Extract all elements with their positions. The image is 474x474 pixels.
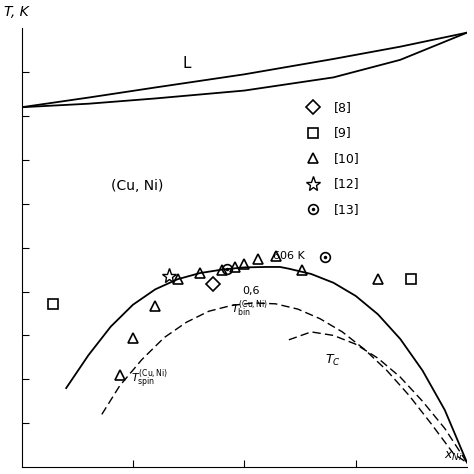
- Text: $T_{\mathregular{spin}}^{\mathregular{(Cu, Ni)}}$: $T_{\mathregular{spin}}^{\mathregular{(C…: [131, 368, 168, 391]
- Text: [10]: [10]: [333, 152, 359, 164]
- Text: [9]: [9]: [333, 126, 351, 139]
- Text: $x_{\mathregular{Ni}}$: $x_{\mathregular{Ni}}$: [444, 449, 463, 463]
- Text: 606 K: 606 K: [273, 251, 305, 261]
- Text: T, K: T, K: [4, 6, 28, 19]
- Text: L: L: [182, 56, 191, 71]
- Text: (Cu, Ni): (Cu, Ni): [111, 179, 164, 193]
- Text: [12]: [12]: [333, 177, 359, 190]
- Text: 0,6: 0,6: [242, 286, 260, 296]
- Text: $T_{\mathregular{bin}}^{\mathregular{(Cu, Ni)}}$: $T_{\mathregular{bin}}^{\mathregular{(Cu…: [231, 299, 268, 319]
- Text: $T_{\mathregular{C}}$: $T_{\mathregular{C}}$: [325, 353, 340, 368]
- Text: [8]: [8]: [333, 101, 351, 114]
- Text: [13]: [13]: [333, 202, 359, 216]
